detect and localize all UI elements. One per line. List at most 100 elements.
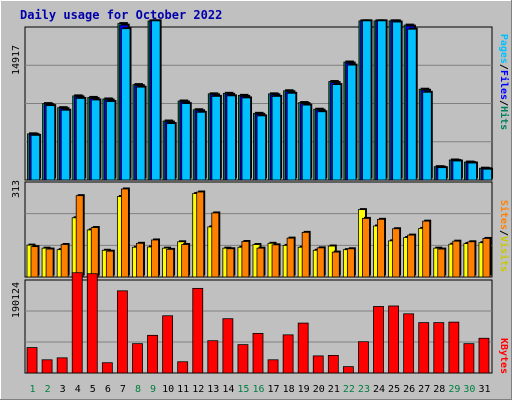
top-bar-pages [347,64,357,181]
x-tick-label: 25 [388,384,400,395]
mid-bar-sites [316,247,325,278]
top-bar-pages [166,123,176,181]
x-tick-label: 8 [135,384,141,395]
mid-bar-sites [331,251,340,278]
mid-bar-sites [196,191,205,278]
mid-bar-sites [30,246,39,278]
bot-bar-kbytes [177,361,189,374]
x-tick-label: 23 [358,384,370,395]
top-bar-pages [422,91,432,181]
x-tick-label: 21 [328,384,340,395]
bot-bar-kbytes [237,344,249,374]
mid-bar-sites [256,247,265,278]
top-bar-pages [437,167,447,181]
mid-legend: Sites/Visits [498,200,510,272]
mid-bar-sites [407,234,416,278]
x-tick-label: 5 [90,384,96,395]
top-bar-pages [482,168,492,181]
mid-bar-sites [120,188,129,278]
legend-files: Files [498,70,510,100]
x-tick-label: 31 [478,384,490,395]
x-tick-label: 27 [418,384,430,395]
x-tick-label: 10 [162,384,174,395]
x-axis-labels: 1 2 3 4 5 6 7 8 9 10 11 12 13 14 15 16 17 18 19 20 21 22 23 24 2… [30,384,491,395]
mid-bar-sites [482,238,491,278]
top-bar-pages [45,105,56,181]
bot-bar-kbytes [297,322,309,374]
x-tick-label: 7 [120,384,126,395]
x-tick-label: 6 [105,384,111,395]
legend-visits: Visits [498,236,510,272]
top-bar-pages [241,97,251,181]
x-tick-label: 20 [313,384,325,395]
mid-bar-sites [105,250,114,278]
bot-bar-kbytes [162,315,174,374]
top-bar-pages [331,84,342,181]
panel-visits-sites [24,181,493,278]
mid-bar-sites [151,239,159,278]
x-tick-label: 17 [268,384,280,395]
mid-bar-sites [301,231,310,278]
bot-bar-kbytes [117,290,128,374]
bot-bar-kbytes [86,273,98,374]
bot-bar-kbytes [327,354,339,374]
mid-bar-sites [75,195,84,278]
x-tick-label: 3 [60,384,66,395]
x-tick-label: 18 [283,384,295,395]
x-tick-label: 16 [252,384,264,395]
bot-bar-kbytes [418,322,430,374]
top-legend: Pages/Files/Hits [498,34,510,130]
panel-hits-files-pages [24,19,494,181]
top-bar-pages [90,99,101,181]
top-bar-pages [467,162,477,181]
x-tick-label: 22 [343,384,355,395]
mid-bar-sites [271,244,280,278]
bot-bar-kbytes [26,347,38,374]
top-bar-pages [316,111,327,181]
x-tick-label: 15 [237,384,249,395]
top-max-label: 14917 [11,45,22,75]
mid-bar-sites [241,241,250,278]
top-bar-pages [271,96,282,181]
top-bar-pages [452,160,462,181]
legend-separator: / [498,100,509,106]
bot-bar-kbytes [192,287,204,374]
bot-bar-kbytes [41,359,53,374]
bot-bar-kbytes [342,366,354,374]
top-bar-pages [256,115,266,181]
mid-bar-sites [467,241,476,278]
mid-bar-sites [90,227,99,278]
top-bar-pages [181,103,191,181]
top-bar-pages [226,95,236,181]
x-tick-label: 30 [463,384,475,395]
mid-bar-sites [362,218,370,278]
top-bar-pages [136,86,146,181]
x-tick-label: 26 [403,384,415,395]
bot-legend: KBytes [498,338,509,374]
mid-bar-sites [437,248,446,278]
x-tick-label: 14 [222,384,234,395]
bot-bar-kbytes [101,362,113,374]
mid-bar-sites [452,240,461,278]
bot-bar-kbytes [478,337,490,374]
bot-bar-kbytes [147,334,158,374]
x-tick-label: 29 [448,384,460,395]
top-bar-pages [30,134,41,181]
bot-bar-kbytes [312,355,324,374]
bot-bar-kbytes [463,343,475,374]
bot-bar-kbytes [56,357,68,374]
x-tick-label: 1 [30,384,36,395]
mid-bar-sites [226,248,235,278]
chart-title: Daily usage for October 2022 [20,8,222,22]
legend-sites: Sites [498,200,510,230]
top-bar-pages [75,98,86,181]
mid-bar-sites [377,218,385,278]
bot-bar-kbytes [403,313,415,374]
top-bar-pages [196,111,206,181]
bot-bar-kbytes [448,321,460,374]
top-bar-pages [377,20,387,181]
mid-bar-sites [422,220,431,278]
x-tick-label: 2 [45,384,51,395]
